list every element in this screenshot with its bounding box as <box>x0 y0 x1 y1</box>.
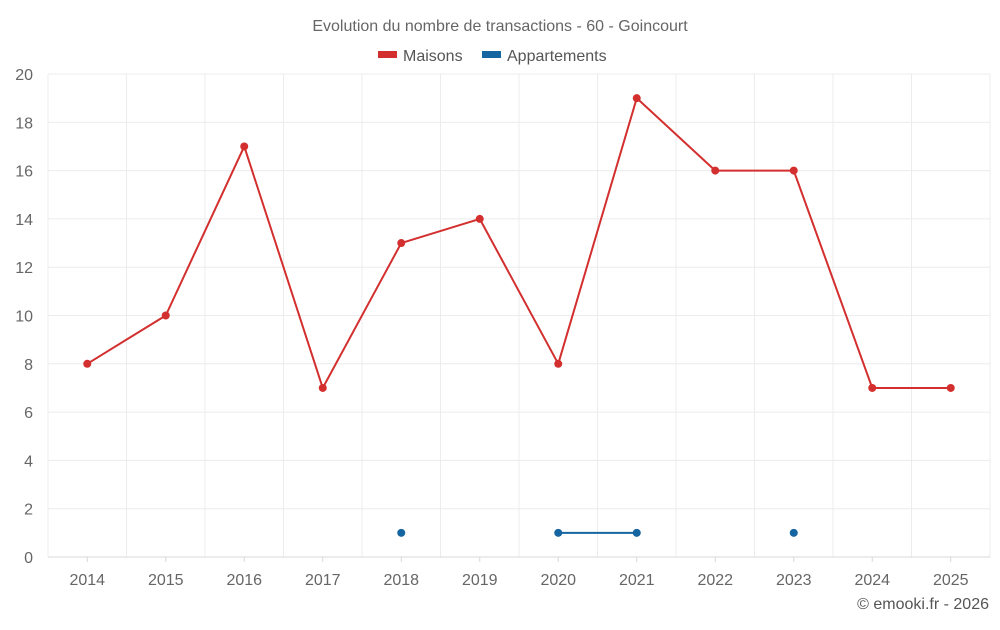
data-point-appartements[interactable] <box>397 528 406 537</box>
y-tick-label: 12 <box>15 260 33 277</box>
y-tick-label: 14 <box>15 212 33 229</box>
y-tick-label: 8 <box>24 357 33 374</box>
legend-swatch-appartements <box>482 51 501 58</box>
data-point-maisons[interactable] <box>789 166 798 175</box>
y-tick-label: 0 <box>24 550 33 567</box>
legend[interactable]: Maisons Appartements <box>378 48 607 65</box>
data-point-appartements[interactable] <box>789 528 798 537</box>
data-point-appartements[interactable] <box>632 528 641 537</box>
y-tick-label: 18 <box>15 115 33 132</box>
legend-item-maisons[interactable]: Maisons <box>378 48 463 65</box>
x-tick-label: 2020 <box>540 572 576 589</box>
x-tick-label: 2025 <box>933 572 969 589</box>
data-point-maisons[interactable] <box>318 383 327 392</box>
y-tick-label: 10 <box>15 309 33 326</box>
data-point-maisons[interactable] <box>161 311 170 320</box>
series-line-segment-maisons <box>792 169 874 389</box>
series-appartements <box>397 528 798 537</box>
x-tick-label: 2018 <box>383 572 419 589</box>
series-line-segment-maisons <box>321 242 403 389</box>
x-tick-label: 2024 <box>854 572 890 589</box>
x-tick-label: 2021 <box>619 572 655 589</box>
data-point-maisons[interactable] <box>868 383 877 392</box>
y-tick-label: 4 <box>24 453 33 470</box>
series-line-segment-maisons <box>557 97 638 365</box>
data-point-appartements[interactable] <box>554 528 563 537</box>
data-point-maisons[interactable] <box>711 166 720 175</box>
series-line-segment-maisons <box>635 97 717 172</box>
legend-label-maisons: Maisons <box>403 48 463 65</box>
series-layer <box>83 94 955 537</box>
series-maisons <box>83 94 955 392</box>
data-point-maisons[interactable] <box>554 359 563 368</box>
series-line-segment-maisons <box>86 314 167 365</box>
data-point-maisons[interactable] <box>632 94 641 103</box>
data-point-maisons[interactable] <box>397 239 406 248</box>
legend-swatch-maisons <box>378 51 397 58</box>
x-tick-label: 2019 <box>462 572 498 589</box>
series-line-segment-maisons <box>164 145 246 317</box>
x-tick-label: 2023 <box>776 572 812 589</box>
y-tick-label: 20 <box>15 67 33 84</box>
series-line-segment-maisons <box>243 145 324 389</box>
y-tick-label: 16 <box>15 164 33 181</box>
chart-title: Evolution du nombre de transactions - 60… <box>312 18 688 35</box>
x-tick-label: 2015 <box>148 572 184 589</box>
credit-text: © emooki.fr - 2026 <box>857 596 989 613</box>
y-tick-label: 6 <box>24 405 33 422</box>
data-point-maisons[interactable] <box>475 214 484 223</box>
x-tick-label: 2017 <box>305 572 341 589</box>
x-tick-label: 2014 <box>69 572 105 589</box>
y-tick-label: 2 <box>24 502 33 519</box>
x-tick-label: 2022 <box>697 572 733 589</box>
data-point-maisons[interactable] <box>240 142 249 151</box>
legend-item-appartements[interactable]: Appartements <box>482 48 607 65</box>
series-line-segment-maisons <box>400 217 481 245</box>
series-line-segment-maisons <box>478 217 560 365</box>
axis-layer: 0 2 4 6 8 10 12 14 16 18 20 2014 2015 2016 2017 2018 201… <box>15 67 990 589</box>
data-point-maisons[interactable] <box>83 359 92 368</box>
legend-label-appartements: Appartements <box>507 48 607 65</box>
grid-layer <box>47 73 991 557</box>
x-tick-label: 2016 <box>226 572 262 589</box>
data-point-maisons[interactable] <box>946 383 955 392</box>
